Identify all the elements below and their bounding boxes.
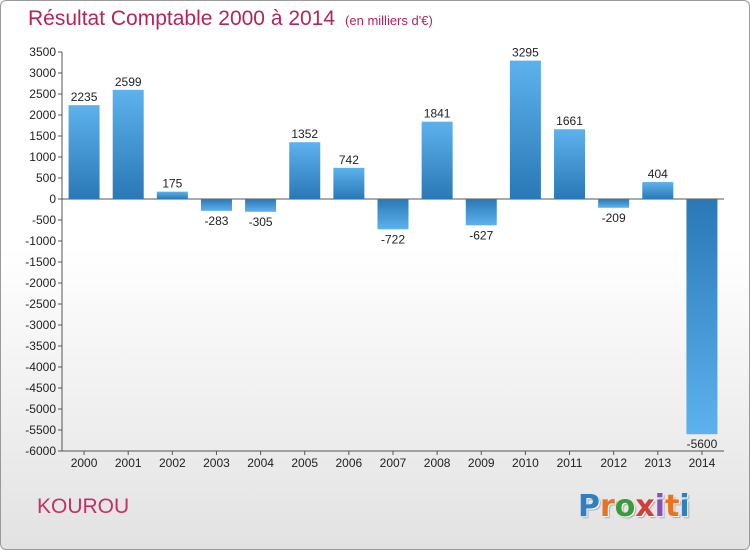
logo-letter: x bbox=[635, 489, 655, 524]
data-label-2000: 2235 bbox=[71, 90, 98, 104]
x-tick-label: 2001 bbox=[115, 456, 142, 470]
bar-2011 bbox=[554, 129, 586, 199]
bar-2009 bbox=[465, 199, 497, 226]
x-tick-label: 2007 bbox=[380, 456, 407, 470]
bar-2006 bbox=[333, 167, 365, 199]
logo-letter: i bbox=[654, 489, 666, 524]
data-label-2014: -5600 bbox=[687, 437, 718, 451]
x-tick-label: 2009 bbox=[468, 456, 495, 470]
x-tick-label: 2005 bbox=[291, 456, 318, 470]
x-tick-label: 2003 bbox=[203, 456, 230, 470]
bars bbox=[68, 60, 718, 435]
y-tick-label: -4500 bbox=[25, 381, 56, 395]
logo-letter: i bbox=[679, 489, 690, 524]
x-tick-label: 2002 bbox=[159, 456, 186, 470]
data-label-2010: 3295 bbox=[512, 46, 539, 60]
logo-letter: t bbox=[665, 489, 680, 524]
y-tick-label: -5500 bbox=[25, 423, 56, 437]
axes: 3500 3000 2500 2000 1500 1000 500 0 -500 -1000 -15… bbox=[25, 45, 724, 470]
data-label-2002: 175 bbox=[162, 177, 182, 191]
bar-2007 bbox=[377, 199, 409, 230]
bar-2013 bbox=[642, 182, 674, 199]
y-tick-label: -500 bbox=[32, 213, 56, 227]
x-tick-label: 2014 bbox=[689, 456, 716, 470]
logo-letter: r bbox=[600, 489, 615, 524]
proxiti-logo: Proxiti bbox=[578, 489, 690, 524]
y-tick-label: -3000 bbox=[25, 318, 56, 332]
y-tick-label: 2500 bbox=[29, 87, 56, 101]
data-label-2008: 1841 bbox=[424, 107, 451, 121]
data-label-2012: -209 bbox=[602, 211, 626, 225]
y-tick-label: -6000 bbox=[25, 444, 56, 458]
x-tick-label: 2010 bbox=[512, 456, 539, 470]
data-label-2006: 742 bbox=[339, 153, 359, 167]
x-tick-label: 2000 bbox=[71, 456, 98, 470]
data-label-2013: 404 bbox=[648, 167, 668, 181]
y-tick-label: -2500 bbox=[25, 297, 56, 311]
y-tick-label: -5000 bbox=[25, 402, 56, 416]
data-label-2007: -722 bbox=[381, 232, 405, 246]
logo-letter: P bbox=[578, 489, 600, 524]
bar-2012 bbox=[598, 199, 630, 208]
bar-2014 bbox=[686, 199, 718, 435]
bar-2010 bbox=[509, 60, 541, 199]
x-tick-label: 2008 bbox=[424, 456, 451, 470]
data-label-2005: 1352 bbox=[291, 127, 318, 141]
y-tick-label: -1500 bbox=[25, 255, 56, 269]
y-tick-label: 3000 bbox=[29, 66, 56, 80]
data-label-2009: -627 bbox=[469, 228, 493, 242]
bar-2001 bbox=[112, 89, 144, 199]
y-tick-label: 1000 bbox=[29, 150, 56, 164]
y-tick-label: 1500 bbox=[29, 129, 56, 143]
x-tick-label: 2013 bbox=[644, 456, 671, 470]
data-label-2004: -305 bbox=[249, 215, 273, 229]
y-tick-label: 0 bbox=[49, 192, 56, 206]
data-label-2011: 1661 bbox=[556, 114, 583, 128]
title-unit: (en milliers d'€) bbox=[345, 13, 433, 28]
bar-2004 bbox=[245, 199, 277, 212]
data-label-2003: -283 bbox=[204, 214, 228, 228]
x-tick-label: 2012 bbox=[600, 456, 627, 470]
city-name: KOUROU bbox=[37, 495, 130, 518]
x-tick-label: 2011 bbox=[557, 456, 583, 470]
y-tick-label: -1000 bbox=[25, 234, 56, 248]
y-tick-label: -4000 bbox=[25, 360, 56, 374]
y-tick-label: -3500 bbox=[25, 339, 56, 353]
title-text: Résultat Comptable 2000 à 2014 bbox=[28, 7, 336, 30]
bar-2008 bbox=[421, 121, 453, 199]
y-tick-label: -2000 bbox=[25, 276, 56, 290]
data-labels: 2235 2599 175 -283 -305 1352 742 -722 1841 -627 32… bbox=[71, 46, 718, 452]
bar-2002 bbox=[156, 191, 188, 199]
data-label-2001: 2599 bbox=[115, 75, 142, 89]
x-tick-label: 2006 bbox=[336, 456, 363, 470]
bar-2000 bbox=[68, 105, 100, 199]
y-tick-label: 500 bbox=[36, 171, 56, 185]
x-tick-label: 2004 bbox=[247, 456, 274, 470]
bar-2003 bbox=[200, 199, 232, 211]
y-tick-label: 2000 bbox=[29, 108, 56, 122]
logo-letter: o bbox=[614, 489, 636, 524]
chart-title: Résultat Comptable 2000 à 2014 (en millie… bbox=[28, 7, 433, 31]
y-tick-label: 3500 bbox=[29, 45, 56, 59]
bar-2005 bbox=[289, 142, 321, 199]
